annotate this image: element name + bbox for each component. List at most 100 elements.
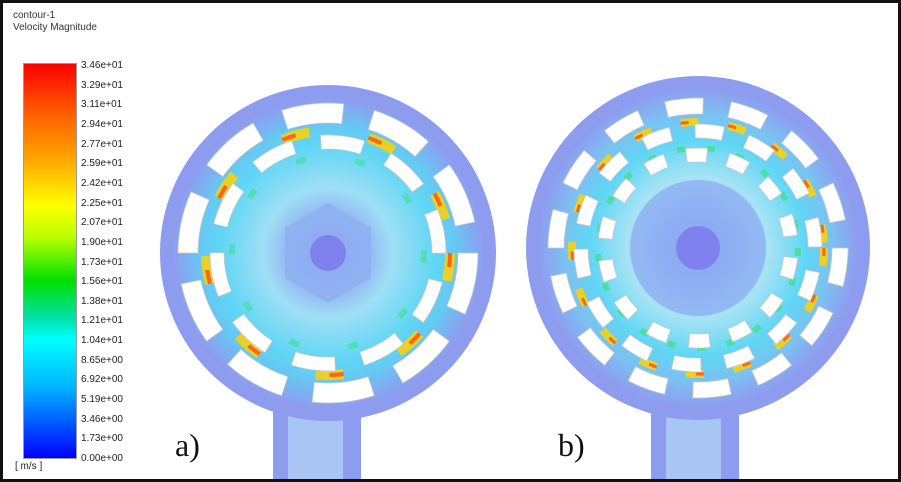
panel-b-outer-blade [576,327,616,366]
panel-b-middle-blade [742,134,776,162]
panel-b-inner-blade [612,177,637,204]
panel-b-outer-blade [780,130,820,169]
panel-a-hub [310,235,346,271]
scale-tick-label: 0.00e+00 [81,453,123,464]
panel-b-outer-blade [827,247,849,288]
panel-a-outer-blade [206,122,264,178]
panel-a-outer-blade [281,102,345,130]
panel-a-peak-band [204,129,452,377]
panel-a-outer-blade [226,348,289,397]
scale-tick-label: 1.56e+01 [81,276,123,288]
scale-tick-label: 2.07e+01 [81,217,123,229]
panel-b-outer-blade [627,366,669,395]
scale-tick-label: 5.19e+00 [81,394,123,406]
panel-b-outer-blade [550,272,578,314]
panel-a-outer-blade [392,328,450,384]
panel-a-label: a) [175,427,200,463]
scale-tick-label: 3.46e+00 [81,413,123,425]
scale-tick-label: 6.92e+00 [81,374,123,386]
panel-b-rotor [526,76,870,479]
scale-tick-label: 1.73e+00 [81,433,123,445]
scale-tick-label: 3.11e+01 [81,99,123,111]
panel-b-inner-blade [643,153,669,177]
panel-b-outer-blade [799,305,834,347]
scale-tick-label: 3.29e+01 [81,79,123,91]
panel-b-inner-blade [757,175,783,202]
panel-a-outer-blade [177,191,210,254]
scale-tick-label: 2.94e+01 [81,118,123,130]
panel-b-inner-blade [779,256,798,280]
panel-a-inner-blade [320,134,366,155]
unit-label: [ m/s ] [15,461,43,472]
scale-tick-label: 2.59e+01 [81,158,123,170]
legend-title: contour-1 Velocity Magnitude [13,10,97,34]
panel-b-middle-blade [766,313,798,345]
panel-a-inner-blade [290,351,336,372]
panel-b-middle-blade [670,354,702,373]
panel-a-outer-blade [311,376,375,404]
panel-b-middle-blade [586,296,615,329]
panel-b-middle-blade [576,194,600,227]
panel-a-outer-blade [446,252,479,315]
scale-tick-label: 1.04e+01 [81,335,123,347]
scale-tick-label: 2.42e+01 [81,177,123,189]
panel-b-middle-blade [573,248,592,280]
scale-tick-label: 2.77e+01 [81,138,123,150]
panel-a-inner-blade [213,182,245,228]
panel-a-inner-blade [252,140,297,174]
scale-tick-label: 1.21e+01 [81,315,123,327]
scale-tick-label: 3.46e+01 [81,60,123,71]
panel-a-inner-blade [424,208,447,254]
panel-b-inner-blade [727,319,753,343]
panel-a-blades [177,102,479,404]
panel-b-inner-blade [759,292,784,319]
panel-b-inner-blade [645,321,672,344]
panel-b-middle-blade [694,123,726,142]
panel-b-inner-blade [724,152,751,175]
scale-tick-label: 1.38e+01 [81,295,123,307]
scale-tick-label: 8.65e+00 [81,354,123,366]
panel-b-middle-blade [722,345,756,370]
scale-tick-label: 1.90e+01 [81,236,123,248]
panel-b-outer-blade [727,101,769,130]
panel-b-inner-blade [685,147,708,164]
panel-a-inner-blade [411,278,443,324]
panel-b-middle-blade [781,167,810,200]
panel-b-outer-blade [562,149,597,191]
panel-b-outer-blade [692,378,732,399]
panel-b-inner-blade [688,332,711,349]
panel-a-outer-blade [432,164,476,227]
panel-b-middle-blade [640,126,674,151]
velocity-contour-scene [160,76,870,479]
panel-a-outer-blade [367,109,430,158]
scale-tick-label: 2.25e+01 [81,197,123,209]
panel-a-mid-band [229,154,427,352]
color-scale-bar [23,63,77,459]
panel-b-inner-blade [598,258,618,283]
quantity-name: Velocity Magnitude [13,22,97,33]
panel-b-hub [676,226,720,270]
contour-name: contour-1 [13,10,56,21]
panel-b-middle-blade [796,269,820,302]
panel-a-inner-blade [209,252,232,298]
panel-b-middle-blade [598,151,630,183]
panel-b-label: b) [558,427,585,463]
panel-b-outer-blade [818,182,846,224]
panel-b-middle-blade [620,334,654,362]
panel-a-outer-blade [180,279,224,342]
panel-b-blades [547,97,849,399]
panel-b-outer-blade [603,110,645,144]
panel-b-outer-blade [547,208,569,249]
panel-a-inner-blade [231,313,273,354]
panel-a-inner-blade [359,332,404,366]
panel-b-inner-blade [598,216,617,240]
panel-b-peak-band [570,120,826,376]
panel-a-inner-blade [383,152,425,193]
panel-b-outer-blade [664,97,704,118]
panel-b-outer-blade [751,352,793,386]
panel-b-middle-blade [804,216,823,248]
panel-b-inner-blade [613,294,639,321]
scale-tick-label: 1.73e+01 [81,256,123,268]
panel-a-rotor [160,85,496,479]
